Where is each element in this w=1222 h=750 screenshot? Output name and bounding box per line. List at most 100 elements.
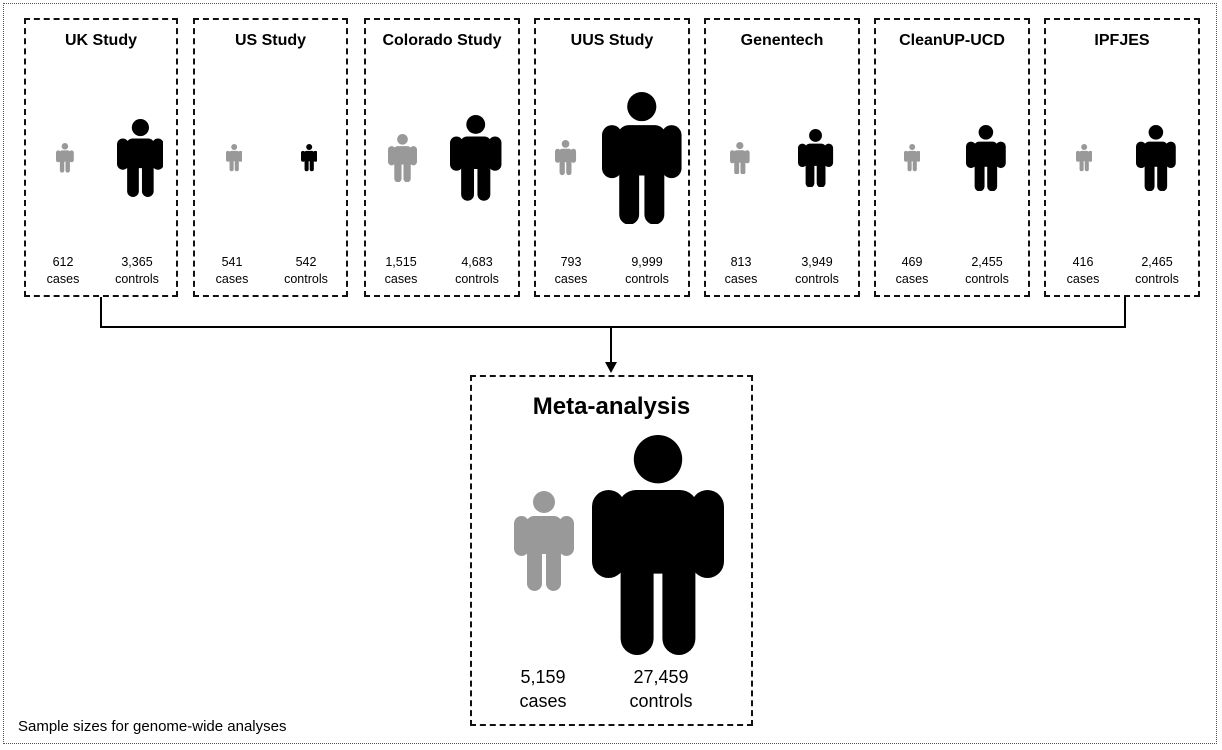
person-right-arm bbox=[916, 151, 921, 163]
control-count: 9,999 controls bbox=[612, 254, 682, 288]
person-right-arm bbox=[1165, 141, 1176, 168]
person-right-leg bbox=[644, 157, 665, 225]
person-right-leg bbox=[546, 541, 561, 591]
control-count-label: controls bbox=[965, 272, 1009, 286]
case-count: 416 cases bbox=[1048, 254, 1118, 288]
study-title: IPFJES bbox=[1094, 32, 1150, 49]
person-head bbox=[1148, 124, 1164, 140]
control-count-label: controls bbox=[795, 272, 839, 286]
person-left-arm bbox=[903, 151, 908, 163]
person-head bbox=[809, 128, 823, 142]
person-right-arm bbox=[744, 149, 750, 163]
case-person-icon bbox=[555, 140, 577, 176]
person-left-leg bbox=[394, 157, 403, 183]
case-count: 541 cases bbox=[197, 254, 267, 288]
person-left-leg bbox=[304, 157, 309, 172]
person-left-arm bbox=[966, 141, 977, 168]
case-count: 469 cases bbox=[877, 254, 947, 288]
control-count-label: controls bbox=[455, 272, 499, 286]
study-title: UK Study bbox=[65, 32, 137, 49]
case-count-label: cases bbox=[554, 272, 588, 286]
control-count-value: 4,683 bbox=[461, 255, 493, 269]
study-title: Colorado Study bbox=[382, 32, 502, 49]
person-left-leg bbox=[461, 157, 475, 201]
person-left-arm bbox=[730, 149, 736, 163]
meta-control-person-icon bbox=[592, 435, 724, 655]
person-left-leg bbox=[229, 157, 234, 172]
person-right-arm bbox=[410, 145, 418, 166]
study-box-colorado: Colorado Study 1,515 cases 4,683 control… bbox=[364, 18, 520, 297]
study-box-ipfjes: IPFJES 416 cases 2,465 controls bbox=[1044, 18, 1200, 297]
person-right-leg bbox=[234, 157, 239, 172]
control-count-label: controls bbox=[625, 272, 669, 286]
person-left-leg bbox=[806, 158, 815, 188]
person-head bbox=[533, 491, 555, 513]
meta-analysis-box: Meta-analysis 5,159 cases 27,459 control… bbox=[470, 375, 753, 726]
case-count: 1,515 cases bbox=[366, 254, 436, 288]
study-title: UUS Study bbox=[570, 32, 654, 49]
person-right-arm bbox=[313, 151, 318, 163]
person-right-leg bbox=[65, 157, 71, 173]
person-left-leg bbox=[59, 157, 65, 173]
person-left-leg bbox=[619, 157, 640, 225]
case-count-label: cases bbox=[215, 272, 249, 286]
person-head bbox=[908, 144, 915, 151]
control-count: 3,365 controls bbox=[102, 254, 172, 288]
control-count-value: 9,999 bbox=[631, 255, 663, 269]
control-count-label: controls bbox=[115, 272, 159, 286]
control-count-label: controls bbox=[284, 272, 328, 286]
control-count-value: 3,949 bbox=[801, 255, 833, 269]
case-count: 813 cases bbox=[706, 254, 776, 288]
study-title: Genentech bbox=[740, 32, 824, 49]
case-count-label: cases bbox=[46, 272, 80, 286]
control-person-icon bbox=[300, 144, 318, 172]
person-right-arm bbox=[151, 138, 164, 170]
case-count-value: 416 bbox=[1072, 255, 1094, 269]
person-right-leg bbox=[987, 157, 998, 192]
study-box-uk: UK Study 612 cases 3,365 controls bbox=[24, 18, 178, 297]
person-head bbox=[397, 133, 409, 145]
person-right-arm bbox=[1088, 151, 1093, 163]
person-left-arm bbox=[450, 136, 464, 171]
person-head bbox=[627, 91, 657, 121]
person-right-arm bbox=[238, 151, 243, 163]
control-count: 542 controls bbox=[271, 254, 341, 288]
person-left-arm bbox=[798, 143, 808, 167]
case-count-value: 813 bbox=[730, 255, 752, 269]
meta-control-count: 27,459 controls bbox=[606, 665, 716, 713]
case-count-value: 541 bbox=[221, 255, 243, 269]
person-left-arm bbox=[602, 124, 623, 178]
person-head bbox=[736, 141, 744, 149]
study-title: US Study bbox=[234, 32, 307, 49]
person-right-arm bbox=[571, 149, 577, 164]
study-box-cleanup-ucd: CleanUP-UCD 469 cases 2,455 controls bbox=[874, 18, 1030, 297]
control-count-value: 2,465 bbox=[1141, 255, 1173, 269]
meta-case-count: 5,159 cases bbox=[488, 665, 598, 713]
person-left-arm bbox=[56, 150, 61, 163]
person-left-arm bbox=[116, 138, 129, 170]
case-count-label: cases bbox=[895, 272, 929, 286]
case-person-icon bbox=[225, 144, 243, 172]
person-right-leg bbox=[566, 157, 572, 176]
person-right-leg bbox=[403, 157, 412, 183]
case-count-value: 612 bbox=[52, 255, 74, 269]
person-head bbox=[305, 144, 312, 151]
outer-frame bbox=[3, 3, 1217, 744]
control-count-value: 2,455 bbox=[971, 255, 1003, 269]
case-count-value: 793 bbox=[560, 255, 582, 269]
control-person-icon bbox=[116, 119, 164, 197]
person-left-leg bbox=[907, 157, 912, 172]
case-count-label: cases bbox=[384, 272, 418, 286]
person-left-leg bbox=[126, 158, 139, 197]
control-count-value: 542 bbox=[295, 255, 317, 269]
control-person-icon bbox=[798, 128, 834, 188]
study-box-us: US Study 541 cases 542 controls bbox=[193, 18, 348, 297]
case-count-value: 469 bbox=[901, 255, 923, 269]
person-right-arm bbox=[69, 150, 74, 163]
control-count-label: controls bbox=[1135, 272, 1179, 286]
case-person-icon bbox=[56, 143, 74, 173]
meta-case-count-label: cases bbox=[519, 691, 567, 711]
person-left-arm bbox=[555, 149, 561, 164]
case-count-label: cases bbox=[1066, 272, 1100, 286]
person-head bbox=[230, 144, 237, 151]
